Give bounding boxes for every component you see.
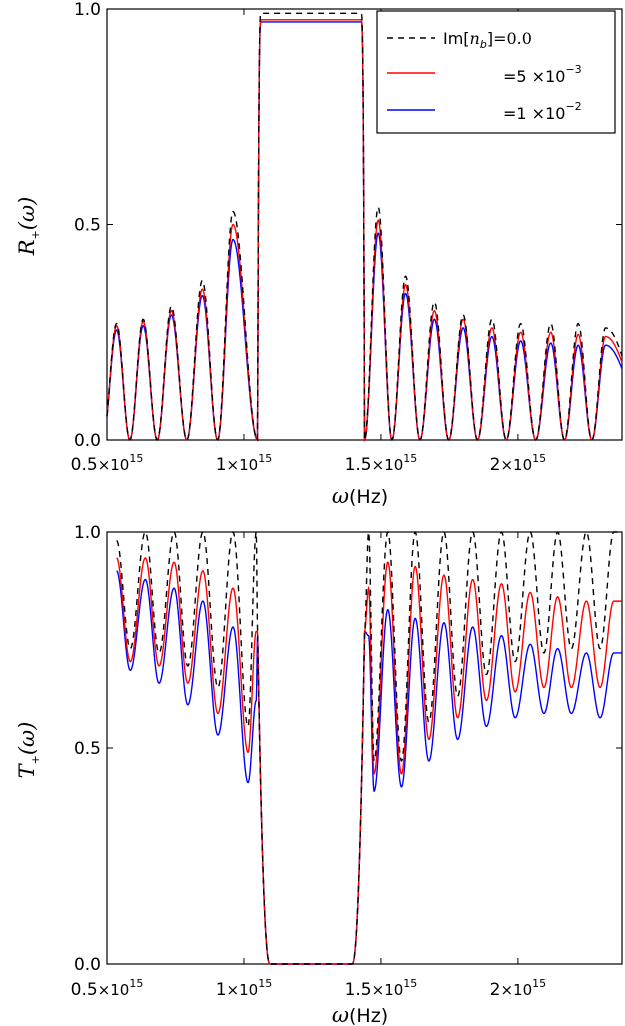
- legend-prefix: Im[: [443, 29, 470, 48]
- x-tick-mantissa: 1.5: [345, 455, 372, 475]
- x-tick-times: ×10: [372, 456, 404, 474]
- x-tick-label: 2×1015: [490, 977, 546, 1000]
- x-axis-symbol: ω: [332, 1003, 349, 1026]
- legend-label-blue: =1 ×10−2: [503, 100, 582, 123]
- series-line: [106, 12, 623, 442]
- y-axis-subscript: +: [29, 755, 42, 764]
- y-axis-label: T+(ω): [15, 722, 42, 779]
- y-axis-argument: (ω): [15, 722, 39, 756]
- y-axis-symbol: R: [15, 239, 39, 256]
- y-tick-label: 0.5: [74, 216, 101, 236]
- x-tick-exponent: 15: [532, 977, 546, 990]
- series-group: [116, 531, 622, 965]
- x-tick-times: ×10: [372, 981, 404, 999]
- x-tick-times: ×10: [500, 456, 532, 474]
- legend-value-red: =5 ×10: [503, 67, 565, 86]
- x-ticks: 0.5×1015 1×1015 1.5×1015 2×1015: [71, 9, 546, 475]
- y-tick-label: 0.0: [74, 431, 101, 451]
- x-axis-unit: (Hz): [349, 1005, 388, 1026]
- x-tick-exponent: 15: [258, 977, 272, 990]
- x-ticks: 0.5×1015 1×1015 1.5×1015 2×1015: [71, 532, 546, 1000]
- y-axis-symbol: T: [15, 762, 39, 778]
- legend-label-lossless: Im[nb]=0.0: [443, 29, 532, 51]
- x-tick-times: ×10: [98, 456, 130, 474]
- x-tick-label: 1.5×1015: [345, 977, 418, 1000]
- y-tick-label: 1.0: [74, 0, 101, 20]
- x-tick-mantissa: 1: [216, 980, 227, 1000]
- y-axis-label: R+(ω): [15, 197, 42, 257]
- y-tick-label: 0.5: [74, 739, 101, 759]
- x-tick-times: ×10: [227, 456, 259, 474]
- x-axis-label: ω(Hz): [332, 484, 388, 508]
- y-tick-label: 0.0: [74, 955, 101, 975]
- x-tick-exponent: 15: [532, 452, 546, 465]
- x-tick-exponent: 15: [258, 452, 272, 465]
- y-axis-subscript: +: [29, 230, 42, 239]
- y-tick-label: 1.0: [74, 523, 101, 543]
- x-tick-label: 0.5×1015: [71, 977, 144, 1000]
- x-tick-label: 1×1015: [216, 452, 272, 475]
- legend-exp-blue: −2: [565, 100, 581, 113]
- x-tick-mantissa: 1.5: [345, 980, 372, 1000]
- legend-value-blue: =1 ×10: [503, 104, 565, 123]
- x-tick-exponent: 15: [129, 977, 143, 990]
- x-tick-times: ×10: [98, 981, 130, 999]
- x-tick-times: ×10: [500, 981, 532, 999]
- legend-var-sub: b: [480, 38, 487, 51]
- x-tick-label: 2×1015: [490, 452, 546, 475]
- x-axis-label: ω(Hz): [332, 1003, 388, 1026]
- plot-frame: [106, 531, 623, 965]
- series-group: [106, 12, 623, 442]
- series-line: [116, 557, 622, 965]
- y-ticks: 0.0 0.5 1.0: [74, 0, 622, 451]
- x-tick-exponent: 15: [129, 452, 143, 465]
- y-ticks: 0.0 0.5 1.0: [74, 523, 622, 975]
- legend-label-red: =5 ×10−3: [503, 63, 582, 86]
- legend-value: =0.0: [493, 29, 532, 48]
- legend-box: [376, 10, 616, 134]
- series-line: [116, 531, 622, 965]
- series-line: [116, 570, 622, 965]
- x-tick-mantissa: 1: [216, 455, 227, 475]
- legend-exp-red: −3: [565, 63, 581, 76]
- x-tick-exponent: 15: [403, 977, 417, 990]
- x-tick-mantissa: 2: [490, 455, 501, 475]
- x-tick-mantissa: 0.5: [71, 455, 98, 475]
- legend: Im[nb]=0.0 =5 ×10−3 =1 ×10−2: [376, 10, 616, 134]
- x-tick-exponent: 15: [403, 452, 417, 465]
- x-tick-label: 1×1015: [216, 977, 272, 1000]
- legend-suffix: ]: [487, 29, 493, 48]
- legend-var: n: [470, 29, 480, 48]
- x-axis-symbol: ω: [332, 484, 349, 508]
- x-axis-unit: (Hz): [349, 486, 388, 508]
- x-tick-label: 0.5×1015: [71, 452, 144, 475]
- transmittance-panel: 0.00.51.0 0.5×1015 1×1015 1.5×1015 2×1015 ω…: [15, 523, 623, 1026]
- x-tick-mantissa: 0.5: [71, 980, 98, 1000]
- y-axis-argument: (ω): [15, 197, 39, 231]
- x-tick-times: ×10: [227, 981, 259, 999]
- reflectance-panel: 0.00.51.0 0.5×1015 1×1015 1.5×1015 2×1015 ω…: [15, 0, 623, 508]
- x-tick-label: 1.5×1015: [345, 452, 418, 475]
- x-tick-mantissa: 2: [490, 980, 501, 1000]
